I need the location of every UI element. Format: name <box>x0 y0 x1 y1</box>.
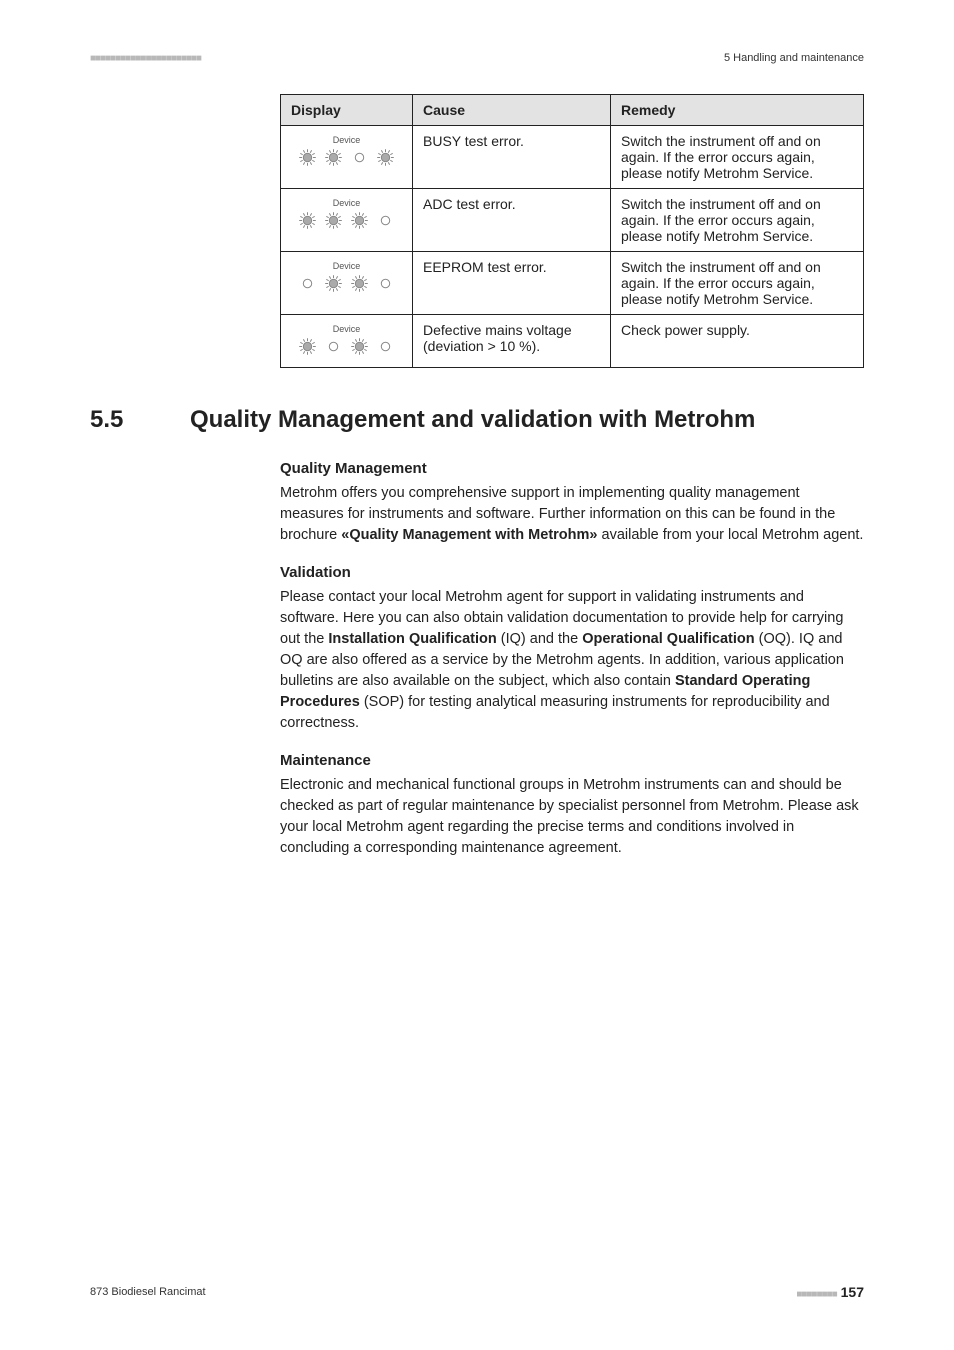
section-heading: 5.5 Quality Management and validation wi… <box>90 406 864 434</box>
subsection-heading: Maintenance <box>280 752 864 769</box>
display-cell: Device <box>281 126 413 189</box>
led-off-icon <box>324 337 343 356</box>
led-on-icon <box>376 148 395 167</box>
led-on-icon <box>324 148 343 167</box>
remedy-cell: Switch the instrument off and on again. … <box>611 126 864 189</box>
col-display: Display <box>281 95 413 126</box>
led-on-icon <box>298 211 317 230</box>
led-off-icon <box>298 274 317 293</box>
display-cell: Device <box>281 315 413 368</box>
subsection-heading: Quality Management <box>280 460 864 477</box>
remedy-cell: Switch the instrument off and on again. … <box>611 252 864 315</box>
device-label: Device <box>291 198 402 208</box>
page-footer: 873 Biodiesel Rancimat ■■■■■■■■ 157 <box>90 1284 864 1300</box>
subsection-heading: Validation <box>280 564 864 581</box>
led-off-icon <box>350 148 369 167</box>
table-header-row: Display Cause Remedy <box>281 95 864 126</box>
led-on-icon <box>350 337 369 356</box>
cause-cell: Defective mains voltage (deviation > 10 … <box>413 315 611 368</box>
error-table: Display Cause Remedy Device BUSY test er… <box>280 94 864 368</box>
col-remedy: Remedy <box>611 95 864 126</box>
cause-cell: BUSY test error. <box>413 126 611 189</box>
led-row <box>291 274 402 293</box>
table-row: Device ADC test error.Switch the instrum… <box>281 189 864 252</box>
led-row <box>291 211 402 230</box>
led-row <box>291 148 402 167</box>
footer-page-number: ■■■■■■■■ 157 <box>796 1284 864 1300</box>
led-on-icon <box>324 274 343 293</box>
led-on-icon <box>298 148 317 167</box>
cause-cell: EEPROM test error. <box>413 252 611 315</box>
header-dash-marks: ■■■■■■■■■■■■■■■■■■■■■■ <box>90 53 201 64</box>
page-header: ■■■■■■■■■■■■■■■■■■■■■■ 5 Handling and ma… <box>90 52 864 64</box>
remedy-cell: Check power supply. <box>611 315 864 368</box>
led-on-icon <box>298 337 317 356</box>
led-row <box>291 337 402 356</box>
led-off-icon <box>376 274 395 293</box>
remedy-cell: Switch the instrument off and on again. … <box>611 189 864 252</box>
header-section-label: 5 Handling and maintenance <box>724 52 864 64</box>
led-on-icon <box>324 211 343 230</box>
section-title: Quality Management and validation with M… <box>190 406 755 434</box>
table-row: Device BUSY test error.Switch the instru… <box>281 126 864 189</box>
led-on-icon <box>350 211 369 230</box>
cause-cell: ADC test error. <box>413 189 611 252</box>
section-number: 5.5 <box>90 406 190 434</box>
led-off-icon <box>376 337 395 356</box>
table-row: Device Defective mains voltage (deviatio… <box>281 315 864 368</box>
subsection-body: Please contact your local Metrohm agent … <box>280 587 864 734</box>
footer-product: 873 Biodiesel Rancimat <box>90 1286 206 1298</box>
footer-dash-marks: ■■■■■■■■ <box>796 1289 836 1300</box>
led-off-icon <box>376 211 395 230</box>
subsection-body: Electronic and mechanical functional gro… <box>280 775 864 859</box>
device-label: Device <box>291 324 402 334</box>
page-num: 157 <box>841 1284 864 1300</box>
subsection-body: Metrohm offers you comprehensive support… <box>280 483 864 546</box>
col-cause: Cause <box>413 95 611 126</box>
table-row: Device EEPROM test error.Switch the inst… <box>281 252 864 315</box>
display-cell: Device <box>281 189 413 252</box>
led-on-icon <box>350 274 369 293</box>
display-cell: Device <box>281 252 413 315</box>
device-label: Device <box>291 261 402 271</box>
device-label: Device <box>291 135 402 145</box>
section-content: Quality Management Metrohm offers you com… <box>280 460 864 859</box>
